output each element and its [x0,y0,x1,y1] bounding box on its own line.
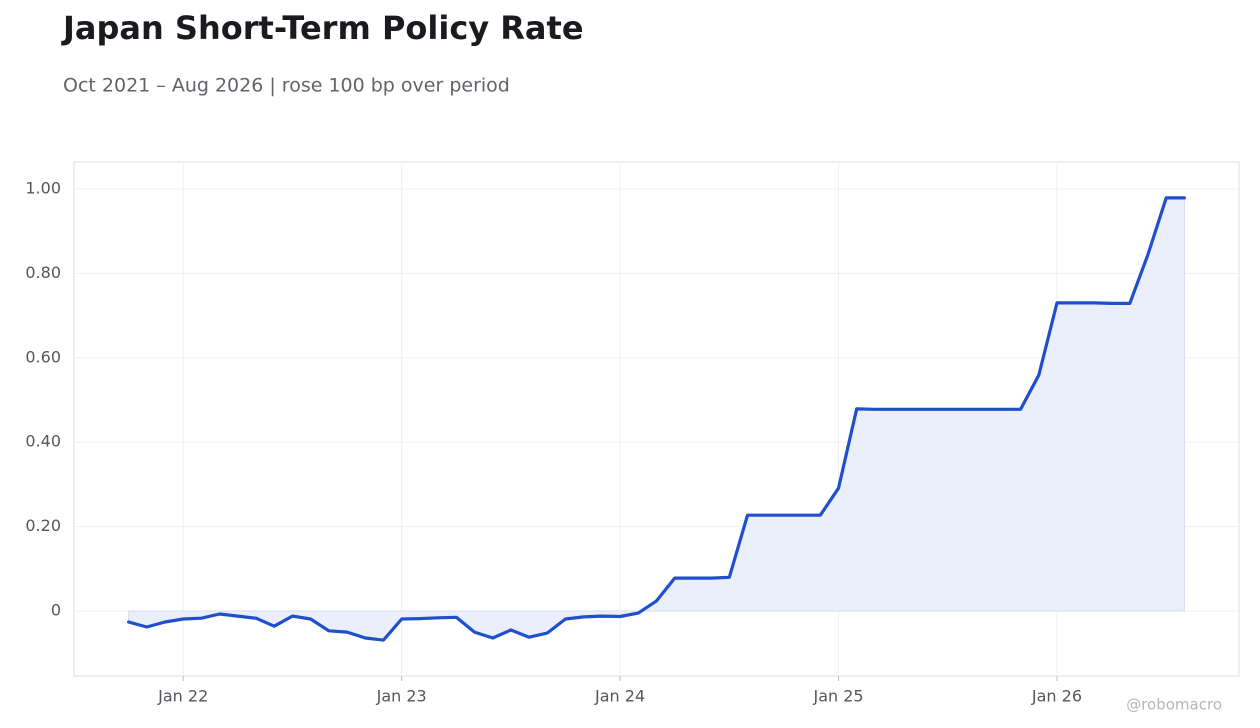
y-tick-label: 0 [51,601,61,620]
y-tick-label: 0.40 [25,432,61,451]
x-tick-label: Jan 25 [812,687,863,706]
area [128,197,1185,641]
y-tick-label: 0.80 [25,263,61,282]
x-tick-label: Jan 23 [376,687,427,706]
watermark: @robomacro [1126,696,1222,714]
y-tick-label: 0.20 [25,516,61,535]
chart-subtitle: Oct 2021 – Aug 2026 | rose 100 bp over p… [63,75,510,97]
line [127,196,1186,642]
x-tick-label: Jan 26 [1031,687,1082,706]
x-tick-label: Jan 22 [157,687,208,706]
y-tick-label: 1.00 [25,179,61,198]
chart-title: Japan Short-Term Policy Rate [61,9,584,47]
y-tick-label: 0.60 [25,347,61,366]
plot-frame [73,161,1240,677]
x-tick-label: Jan 24 [594,687,645,706]
